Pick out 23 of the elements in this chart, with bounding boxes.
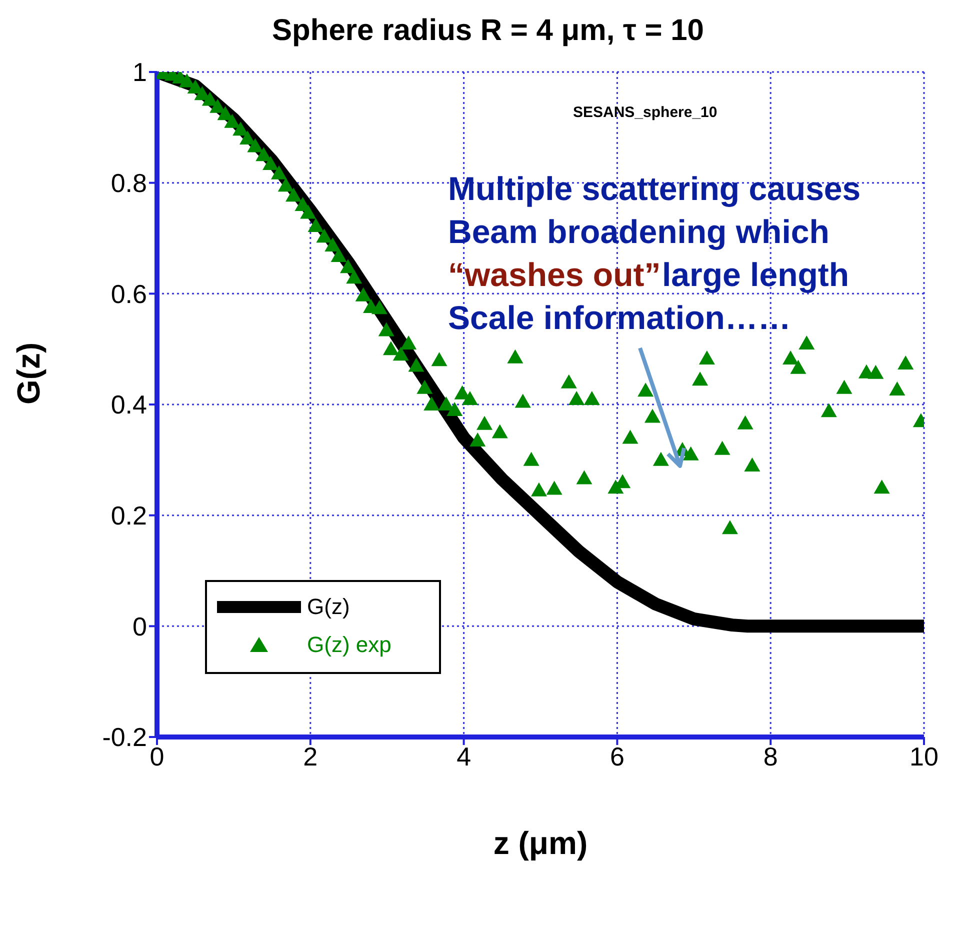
x-axis-title: z (μm) [493, 825, 588, 861]
annotation: Scale information…… [448, 299, 791, 337]
chart-title: Sphere radius R = 4 μm, τ = 10 [271, 14, 705, 48]
x-tick-label: 4 [456, 741, 472, 772]
annotation: “washes out” [448, 256, 661, 294]
legend-label: G(z) exp [307, 632, 392, 658]
x-tick-label: 8 [763, 741, 778, 772]
y-tick-label: 0 [132, 611, 147, 642]
y-tick-label: 0.2 [110, 500, 147, 531]
annotation: large length [662, 256, 850, 294]
y-tick-label: 1 [132, 57, 147, 88]
x-tick-label: 6 [610, 741, 624, 772]
y-axis-title: G(z) [10, 342, 46, 404]
legend-label: G(z) [307, 594, 350, 620]
annotation: Beam broadening which [448, 213, 830, 251]
y-tick-label: 0.8 [110, 168, 147, 198]
annotation: Multiple scattering causes [448, 170, 861, 208]
y-tick-label: -0.2 [102, 722, 147, 752]
annotation: SESANS_sphere_10 [573, 104, 718, 121]
x-tick-label: 2 [303, 741, 318, 772]
x-tick-label: 10 [910, 741, 938, 772]
y-tick-label: 0.4 [110, 390, 147, 420]
y-tick-label: 0.6 [110, 278, 147, 309]
